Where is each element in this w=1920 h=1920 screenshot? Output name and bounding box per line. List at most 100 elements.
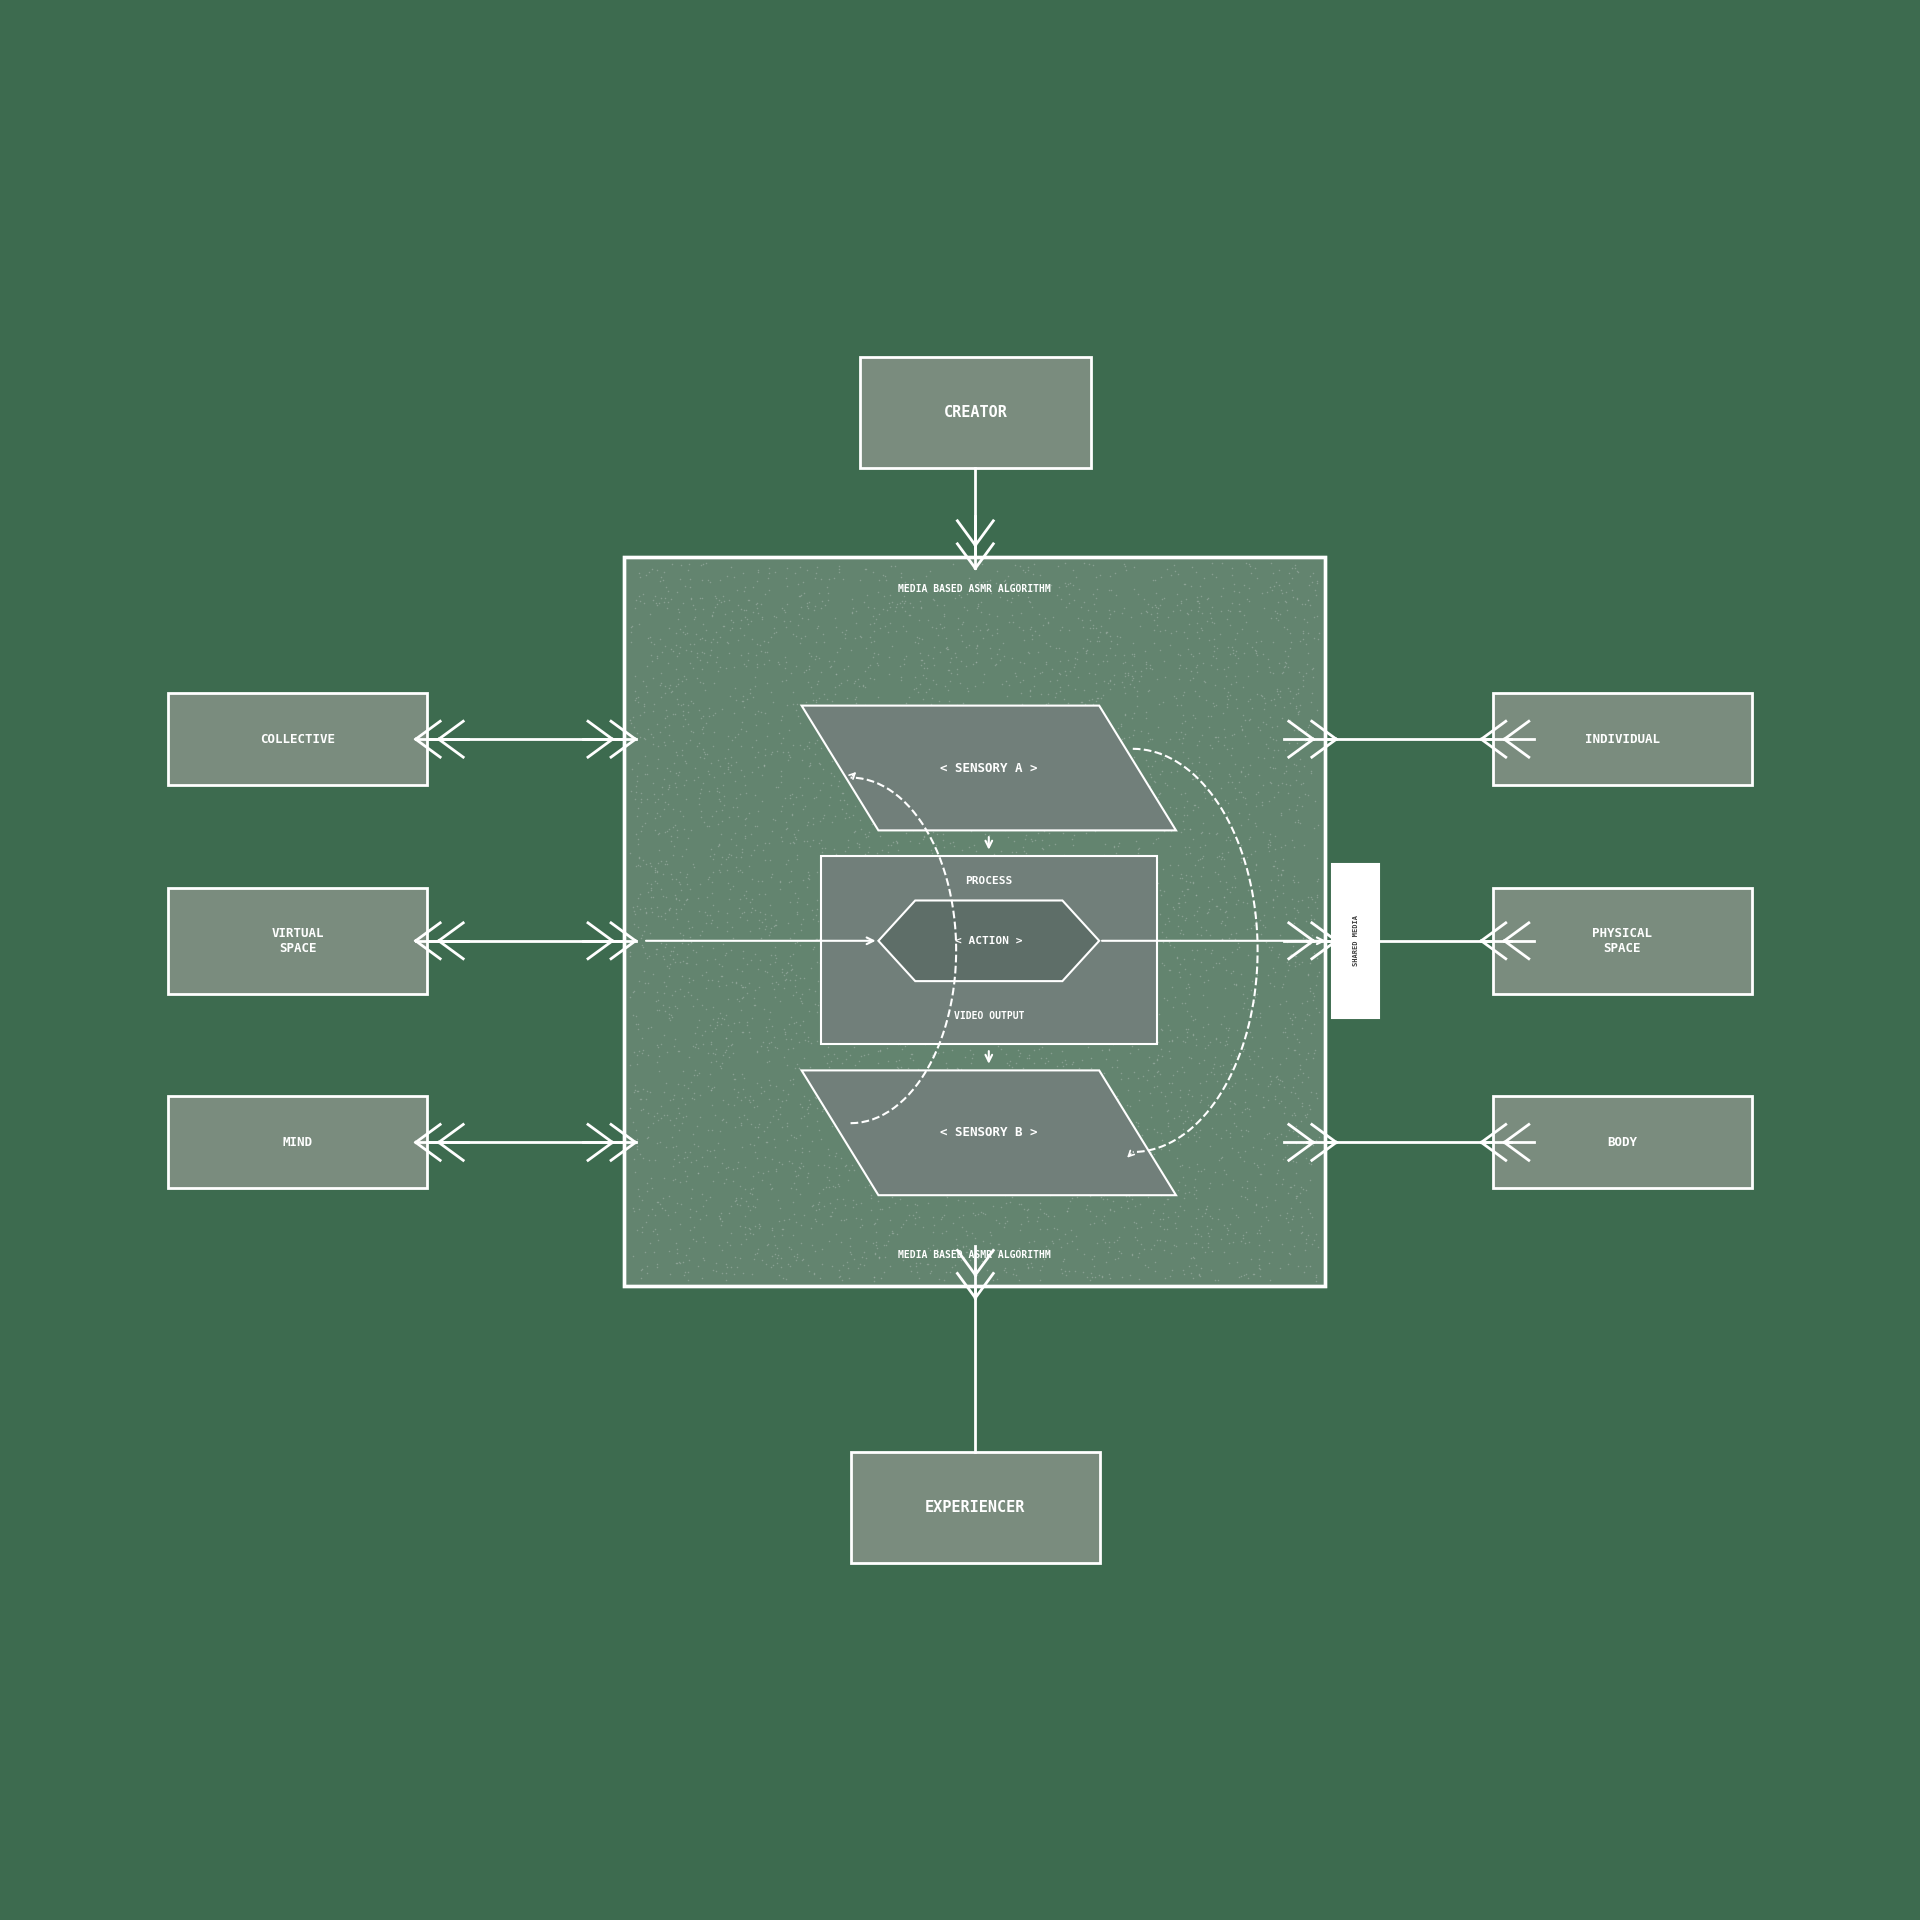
Point	[758, 612, 789, 643]
Point	[954, 1106, 985, 1137]
Point	[820, 659, 851, 689]
Point	[1204, 866, 1235, 897]
Point	[1039, 1085, 1069, 1116]
Point	[1158, 1060, 1188, 1091]
Point	[908, 647, 939, 678]
Point	[1092, 1146, 1123, 1177]
Point	[1000, 1048, 1031, 1079]
Point	[703, 897, 733, 927]
Point	[1208, 1169, 1238, 1200]
Point	[655, 755, 685, 785]
Point	[1164, 1100, 1194, 1131]
Point	[1048, 636, 1079, 666]
Point	[687, 733, 718, 764]
Point	[653, 649, 684, 680]
Point	[1044, 952, 1075, 983]
Point	[829, 1083, 860, 1114]
Point	[972, 1116, 1002, 1146]
Point	[852, 837, 883, 868]
Point	[1275, 1171, 1306, 1202]
Point	[1248, 639, 1279, 670]
Point	[1044, 645, 1075, 676]
Point	[1167, 900, 1198, 931]
Point	[637, 881, 668, 912]
Point	[935, 641, 966, 672]
Point	[924, 1106, 954, 1137]
Point	[1221, 1112, 1252, 1142]
Point	[1142, 1117, 1173, 1148]
Point	[620, 684, 651, 714]
Point	[803, 1187, 833, 1217]
Point	[712, 1031, 743, 1062]
Point	[689, 624, 720, 655]
Point	[1265, 920, 1296, 950]
Point	[874, 591, 904, 622]
Point	[781, 843, 812, 874]
Point	[1023, 895, 1054, 925]
Point	[810, 845, 841, 876]
Point	[1179, 662, 1210, 693]
Point	[851, 553, 881, 584]
Point	[891, 818, 922, 849]
Point	[1146, 584, 1177, 614]
Point	[914, 866, 945, 897]
Point	[826, 616, 856, 647]
Point	[1106, 1190, 1137, 1221]
Point	[1021, 1206, 1052, 1236]
Point	[1029, 968, 1060, 998]
Point	[632, 783, 662, 814]
Point	[756, 816, 787, 847]
Point	[1244, 998, 1275, 1029]
Point	[636, 874, 666, 904]
Point	[655, 939, 685, 970]
Point	[989, 785, 1020, 816]
Point	[877, 1137, 908, 1167]
Point	[998, 1075, 1029, 1106]
Point	[785, 1010, 816, 1041]
Point	[1142, 824, 1173, 854]
Point	[845, 620, 876, 651]
Point	[643, 818, 674, 849]
Point	[1233, 995, 1263, 1025]
Point	[973, 1025, 1004, 1056]
Point	[776, 778, 806, 808]
Point	[1014, 1043, 1044, 1073]
Point	[1263, 588, 1294, 618]
Point	[1117, 662, 1148, 693]
Point	[1139, 605, 1169, 636]
Point	[1179, 789, 1210, 820]
Point	[799, 643, 829, 674]
Point	[726, 995, 756, 1025]
Point	[964, 1242, 995, 1273]
Point	[881, 835, 912, 866]
Point	[1131, 703, 1162, 733]
Point	[1073, 872, 1104, 902]
Point	[1300, 970, 1331, 1000]
Point	[981, 618, 1012, 649]
Point	[824, 741, 854, 772]
Point	[877, 712, 908, 743]
Point	[1071, 624, 1102, 655]
Point	[831, 1204, 862, 1235]
Point	[924, 609, 954, 639]
Point	[1142, 611, 1173, 641]
Point	[822, 636, 852, 666]
Point	[899, 1073, 929, 1104]
Point	[1043, 1139, 1073, 1169]
Point	[1281, 601, 1311, 632]
Point	[768, 735, 799, 766]
Point	[783, 1052, 814, 1083]
Point	[1206, 1008, 1236, 1039]
Point	[730, 1217, 760, 1248]
Point	[1050, 1087, 1081, 1117]
Point	[874, 588, 904, 618]
Point	[1102, 920, 1133, 950]
Point	[1139, 1139, 1169, 1169]
Point	[801, 1194, 831, 1225]
Point	[1213, 1227, 1244, 1258]
Point	[636, 1194, 666, 1225]
Point	[1010, 1056, 1041, 1087]
Point	[943, 804, 973, 835]
Point	[1043, 1050, 1073, 1081]
Point	[1238, 987, 1269, 1018]
